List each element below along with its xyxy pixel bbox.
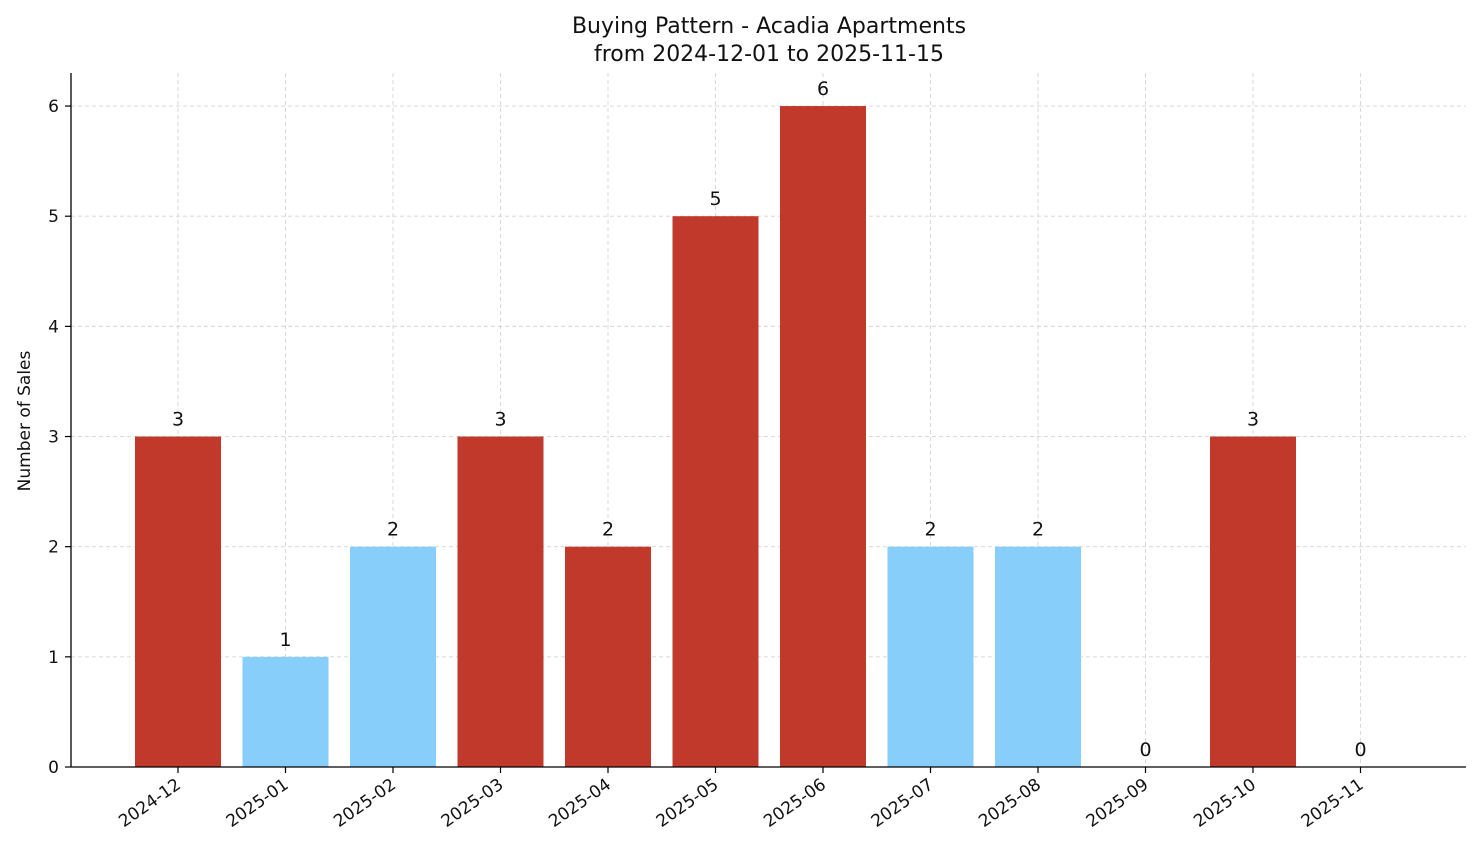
- x-tick-label: 2025-11: [1298, 775, 1368, 832]
- chart-title: Buying Pattern - Acadia Apartments: [572, 14, 966, 39]
- bar-value-label: 2: [924, 519, 936, 541]
- y-axis-label: Number of Sales: [15, 350, 35, 491]
- y-tick-label: 1: [48, 648, 59, 668]
- bar-value-label: 1: [279, 629, 291, 651]
- x-tick-label: 2025-05: [653, 775, 723, 832]
- bar-value-label: 6: [817, 78, 829, 100]
- bar-value-label: 2: [387, 519, 399, 541]
- bar-2025-03: [457, 436, 544, 767]
- x-tick-label: 2025-01: [223, 775, 293, 832]
- bar-2025-08: [995, 546, 1081, 767]
- bar-2025-05: [672, 216, 759, 767]
- x-tick-label: 2025-02: [330, 775, 400, 832]
- bar-value-label: 3: [172, 409, 184, 431]
- bar-value-label: 5: [709, 188, 721, 210]
- x-tick-label: 2025-07: [868, 775, 938, 832]
- x-tick-label: 2025-03: [438, 775, 508, 832]
- bars: [135, 106, 1296, 768]
- bar-2025-02: [350, 546, 436, 767]
- bar-value-label: 3: [494, 409, 506, 431]
- bar-2025-06: [780, 106, 866, 768]
- x-tick-label: 2025-06: [760, 775, 830, 832]
- y-tick-label: 0: [48, 758, 59, 778]
- bar-value-label: 3: [1247, 409, 1259, 431]
- x-tick-label: 2024-12: [115, 775, 185, 832]
- y-tick-label: 2: [48, 538, 59, 558]
- y-tick-label: 5: [48, 207, 59, 227]
- bar-2025-07: [887, 546, 974, 767]
- y-tick-label: 6: [48, 97, 59, 117]
- bar-value-label: 2: [602, 519, 614, 541]
- x-tick-label: 2025-08: [975, 775, 1045, 832]
- bar-value-label: 0: [1139, 739, 1151, 761]
- bar-value-labels: 3 1 2 3 2 5 6 2 2 0 3 0: [172, 78, 1367, 761]
- bar-2025-10: [1210, 436, 1296, 767]
- chart-subtitle: from 2024-12-01 to 2025-11-15: [594, 42, 944, 67]
- bar-2024-12: [135, 436, 221, 767]
- x-tick-label: 2025-09: [1083, 775, 1153, 832]
- bar-2025-04: [565, 546, 651, 767]
- y-tick-label: 4: [48, 317, 59, 337]
- x-tick-label: 2025-10: [1190, 775, 1260, 832]
- bar-value-label: 2: [1032, 519, 1044, 541]
- bar-value-label: 0: [1354, 739, 1366, 761]
- y-tick-label: 3: [48, 428, 59, 448]
- bar-2025-01: [242, 656, 329, 767]
- x-tick-label: 2025-04: [545, 775, 615, 832]
